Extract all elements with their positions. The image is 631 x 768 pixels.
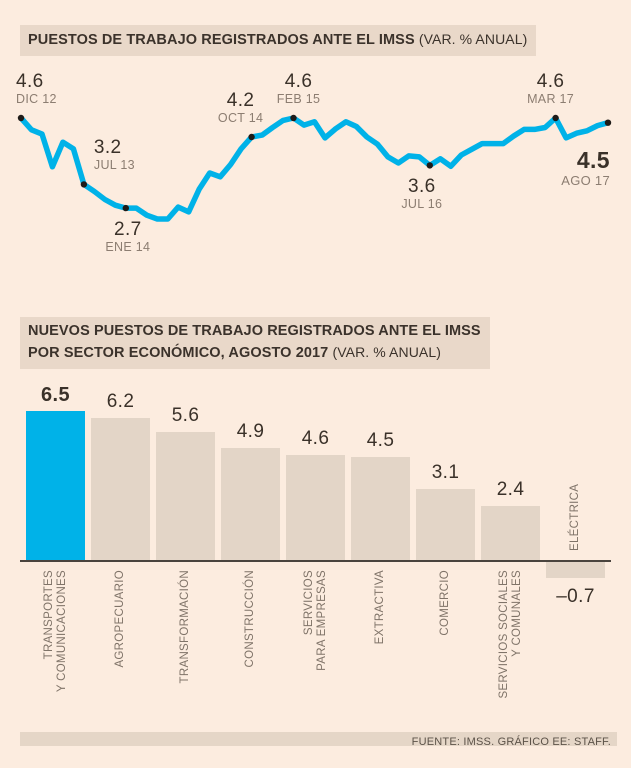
bar-value: 3.1 (431, 462, 460, 483)
annotation-date: MAR 17 (527, 92, 575, 106)
bar-label: SERVICIOS PARA EMPRESAS (303, 570, 493, 671)
annotation-ene-14: 2.7 ENE 14 (105, 219, 150, 255)
bar-chart-title-line1: NUEVOS PUESTOS DE TRABAJO REGISTRADOS AN… (28, 321, 481, 342)
bar-comercio (416, 489, 475, 561)
annotation-value: 4.6 (284, 71, 313, 92)
annotation-value: 3.2 (93, 137, 122, 159)
data-point-dot (122, 204, 129, 212)
annotation-oct-14: 4.2 OCT 14 (218, 90, 263, 126)
annotation-date: OCT 14 (217, 110, 264, 125)
bar-chart-title-note: (VAR. % ANUAL) (332, 344, 441, 360)
annotation-dic-12: 4.6 DIC 12 (16, 71, 57, 107)
bar-value: 2.4 (496, 479, 525, 500)
source-strip: FUENTE: IMSS. GRÁFICO EE: STAFF. (20, 732, 617, 748)
bar-label-line: ELÉCTRICA (569, 483, 581, 551)
bar-transportes-y-comunicaciones (26, 411, 85, 561)
data-point-dot (290, 114, 297, 122)
data-point-dot (80, 181, 88, 188)
bar-value: –0.7 (556, 586, 595, 607)
annotation-feb-15: 4.6 FEB 15 (277, 71, 321, 107)
annotation-date: DIC 12 (16, 92, 57, 106)
annotation-date: AGO 17 (561, 172, 610, 188)
data-point-dot (552, 114, 559, 122)
data-point-dot (426, 162, 433, 169)
bar-value: 6.2 (106, 391, 135, 412)
annotation-value: 4.6 (16, 71, 44, 92)
bar-label: EXTRACTIVA (374, 570, 564, 644)
bar-label: ELÉCTRICA (569, 484, 631, 551)
bar-servicios-para-empresas (286, 455, 345, 561)
annotation-date: JUL 16 (401, 197, 443, 212)
bar-label: CONSTRUCCIÓN (244, 570, 434, 668)
data-point-dot (17, 114, 25, 122)
trend-line (18, 115, 611, 222)
bar-chart-title: NUEVOS PUESTOS DE TRABAJO REGISTRADOS AN… (20, 317, 490, 369)
annotation-value: 3.6 (407, 176, 436, 198)
annotation-value: 4.2 (226, 89, 255, 111)
annotation-value: 4.6 (536, 71, 565, 92)
bar-chart-title-text2: POR SECTOR ECONÓMICO, AGOSTO 2017 (28, 345, 329, 361)
annotation-ago-17: 4.5 AGO 17 (561, 147, 610, 188)
data-point-dot (248, 133, 255, 141)
line-chart-title-text: PUESTOS DE TRABAJO REGISTRADOS ANTE EL I… (28, 32, 415, 48)
bar-servicios-sociales-y-comunales (481, 506, 540, 561)
bar-construcción (221, 448, 280, 561)
bar-value: 4.9 (236, 421, 265, 442)
bar-value: 4.6 (301, 428, 330, 449)
bar-extractiva (351, 457, 410, 561)
annotation-jul-13: 3.2 JUL 13 (94, 137, 135, 173)
bar-label: TRANSPORTES Y COMUNICACIONES (43, 570, 233, 692)
annotation-date: ENE 14 (105, 240, 151, 255)
bar-label: AGROPECUARIO (114, 570, 304, 668)
annotation-value: 4.5 (576, 146, 610, 173)
bar-chart-baseline (20, 560, 611, 562)
bar-value: 4.5 (366, 430, 395, 451)
bar-label: TRANSFORMACIÓN (179, 570, 369, 683)
annotation-date: JUL 13 (93, 158, 135, 173)
line-chart-title-note: (VAR. % ANUAL) (418, 31, 528, 47)
annotation-date: FEB 15 (276, 92, 321, 106)
data-point-dot (604, 119, 612, 126)
bar-transformación (156, 432, 215, 561)
bar-agropecuario (91, 418, 150, 561)
bar-eléctrica (546, 562, 605, 578)
source-text: FUENTE: IMSS. GRÁFICO EE: STAFF. (411, 736, 611, 748)
annotation-jul-16: 3.6 JUL 16 (401, 176, 442, 212)
annotation-value: 2.7 (113, 219, 142, 241)
line-chart-plot (17, 114, 612, 222)
bar-chart-title-line2: POR SECTOR ECONÓMICO, AGOSTO 2017 (VAR. … (28, 342, 481, 364)
line-chart-title: PUESTOS DE TRABAJO REGISTRADOS ANTE EL I… (20, 25, 537, 56)
bar-value: 5.6 (171, 405, 200, 426)
annotation-mar-17: 4.6 MAR 17 (527, 71, 574, 107)
bar-chart-title-text1: NUEVOS PUESTOS DE TRABAJO REGISTRADOS AN… (28, 323, 481, 339)
bar-value: 6.5 (40, 384, 71, 406)
